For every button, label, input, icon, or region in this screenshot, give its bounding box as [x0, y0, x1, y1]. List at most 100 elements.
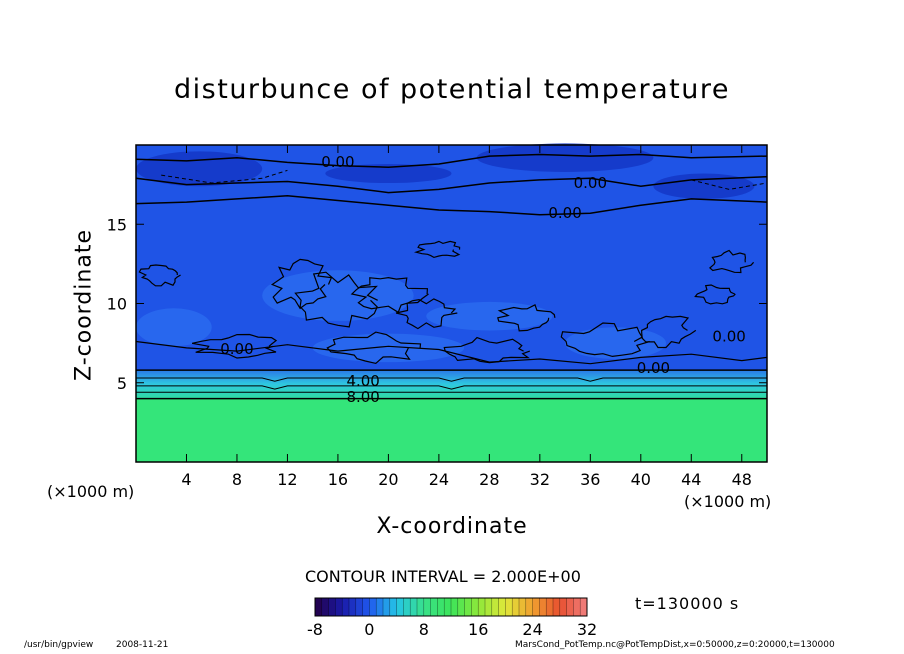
contour-line	[294, 271, 378, 328]
colorbar-cell	[491, 598, 500, 616]
contour-line	[694, 284, 736, 305]
x-tick-label: 24	[429, 470, 449, 489]
colorbar-cell	[403, 598, 411, 616]
contour-line	[640, 315, 697, 349]
contour-interval-text: CONTOUR INTERVAL = 2.000E+00	[305, 567, 581, 586]
contour-line	[136, 385, 767, 390]
colorbar-cell	[423, 598, 432, 616]
colorbar-cell	[471, 598, 479, 616]
colorbar-cell	[444, 598, 452, 616]
contour-label: 0.00	[574, 174, 607, 192]
colorbar-cell	[478, 598, 486, 616]
contour-label: 0.00	[712, 328, 745, 346]
colorbar-tick-label: -8	[307, 620, 323, 639]
colorbar-cell	[451, 598, 459, 616]
contour-line	[191, 333, 278, 359]
contour-line	[135, 194, 768, 216]
x-unit-label: (×1000 m)	[684, 492, 772, 511]
contour-line	[135, 175, 768, 194]
colorbar-cell	[362, 598, 370, 616]
colorbar-tick-label: 8	[419, 620, 429, 639]
field-blob	[476, 143, 654, 172]
x-tick-label: 40	[631, 470, 651, 489]
colorbar-tick-label: 24	[522, 620, 542, 639]
colorbar-cell	[485, 598, 493, 616]
contour-label: 0.00	[321, 153, 354, 171]
y-tick-label: 5	[117, 374, 127, 393]
contour-line	[135, 153, 768, 168]
colorbar-cell	[539, 598, 547, 616]
footer-source: MarsCond_PotTemp.nc@PotTempDist,x=0:5000…	[515, 640, 835, 650]
colorbar-cell	[498, 598, 506, 616]
colorbar-cell	[342, 598, 350, 616]
contour-labels: 0.00 0.00 0.00 0.00 0.00 0.00 4.008.00	[220, 153, 746, 406]
contour-label: 0.00	[637, 359, 670, 377]
colorbar-tick-label: 32	[577, 620, 597, 639]
contour-field	[136, 143, 767, 462]
contour-line	[136, 377, 767, 382]
colorbar-cell	[566, 598, 574, 616]
field-blob	[653, 173, 755, 199]
colorbar-cell	[376, 598, 384, 616]
x-tick-label: 8	[232, 470, 242, 489]
contour-lines	[135, 153, 768, 400]
colorbar-cell	[525, 598, 534, 616]
contour-label: 0.00	[548, 204, 581, 222]
colorbar-frame	[314, 597, 588, 617]
colorbar-cell	[369, 598, 377, 616]
colorbar-tick-label: 16	[468, 620, 488, 639]
colorbar-cell	[389, 598, 398, 616]
colorbar: -8 0 8 16 24 32	[307, 597, 597, 639]
footer-program: /usr/bin/gpview	[24, 640, 94, 650]
colorbar-cell	[437, 598, 445, 616]
y-tick-label: 15	[107, 215, 127, 234]
x-tick-label: 36	[580, 470, 600, 489]
colorbar-cell	[559, 598, 568, 616]
footer-date: 2008-11-21	[116, 640, 169, 650]
colorbar-cell	[383, 598, 391, 616]
contour-line	[708, 249, 755, 274]
x-tick-label: 28	[479, 470, 499, 489]
contour-line	[138, 264, 181, 287]
contour-label: 0.00	[220, 340, 253, 358]
colorbar-cell	[430, 598, 438, 616]
contour-line	[161, 169, 288, 184]
colorbar-cell	[315, 598, 323, 616]
field-lower-layer	[136, 398, 767, 462]
colorbar-cell	[553, 598, 561, 616]
x-tick-label: 44	[681, 470, 701, 489]
x-ticks: 4 8 12 16 20 24 28 32 36 40 44 48	[181, 145, 752, 489]
contour-line	[691, 179, 768, 190]
field-patch	[136, 308, 212, 347]
colorbar-cell	[349, 598, 357, 616]
contour-line	[270, 258, 333, 310]
colorbar-cell	[335, 598, 343, 616]
contour-line	[560, 322, 650, 358]
field-transition-layer	[136, 370, 767, 399]
colorbar-cell	[457, 598, 466, 616]
y-tick-label: 10	[107, 295, 127, 314]
colorbar-cell	[512, 598, 520, 616]
colorbar-cell	[464, 598, 472, 616]
colorbar-cell	[573, 598, 581, 616]
contour-line	[135, 340, 768, 365]
colorbar-cell	[505, 598, 513, 616]
x-tick-label: 20	[378, 470, 398, 489]
x-axis-label: X-coordinate	[376, 514, 528, 539]
colorbar-cell	[532, 598, 540, 616]
x-tick-label: 4	[181, 470, 191, 489]
time-label: t=130000 s	[635, 594, 740, 613]
y-axis-label: Z-coordinate	[71, 229, 97, 381]
colorbar-cell	[417, 598, 425, 616]
contour-label: 8.00	[346, 388, 379, 406]
x-tick-label: 12	[277, 470, 297, 489]
colorbar-cell	[355, 598, 364, 616]
x-tick-label: 32	[530, 470, 550, 489]
colorbar-tick-label: 0	[364, 620, 374, 639]
contour-line	[395, 298, 458, 330]
colorbar-cell	[321, 598, 330, 616]
y-ticks: 5 10 15	[107, 215, 767, 393]
field-patch	[565, 327, 667, 359]
y-unit-label: (×1000 m)	[47, 482, 135, 501]
